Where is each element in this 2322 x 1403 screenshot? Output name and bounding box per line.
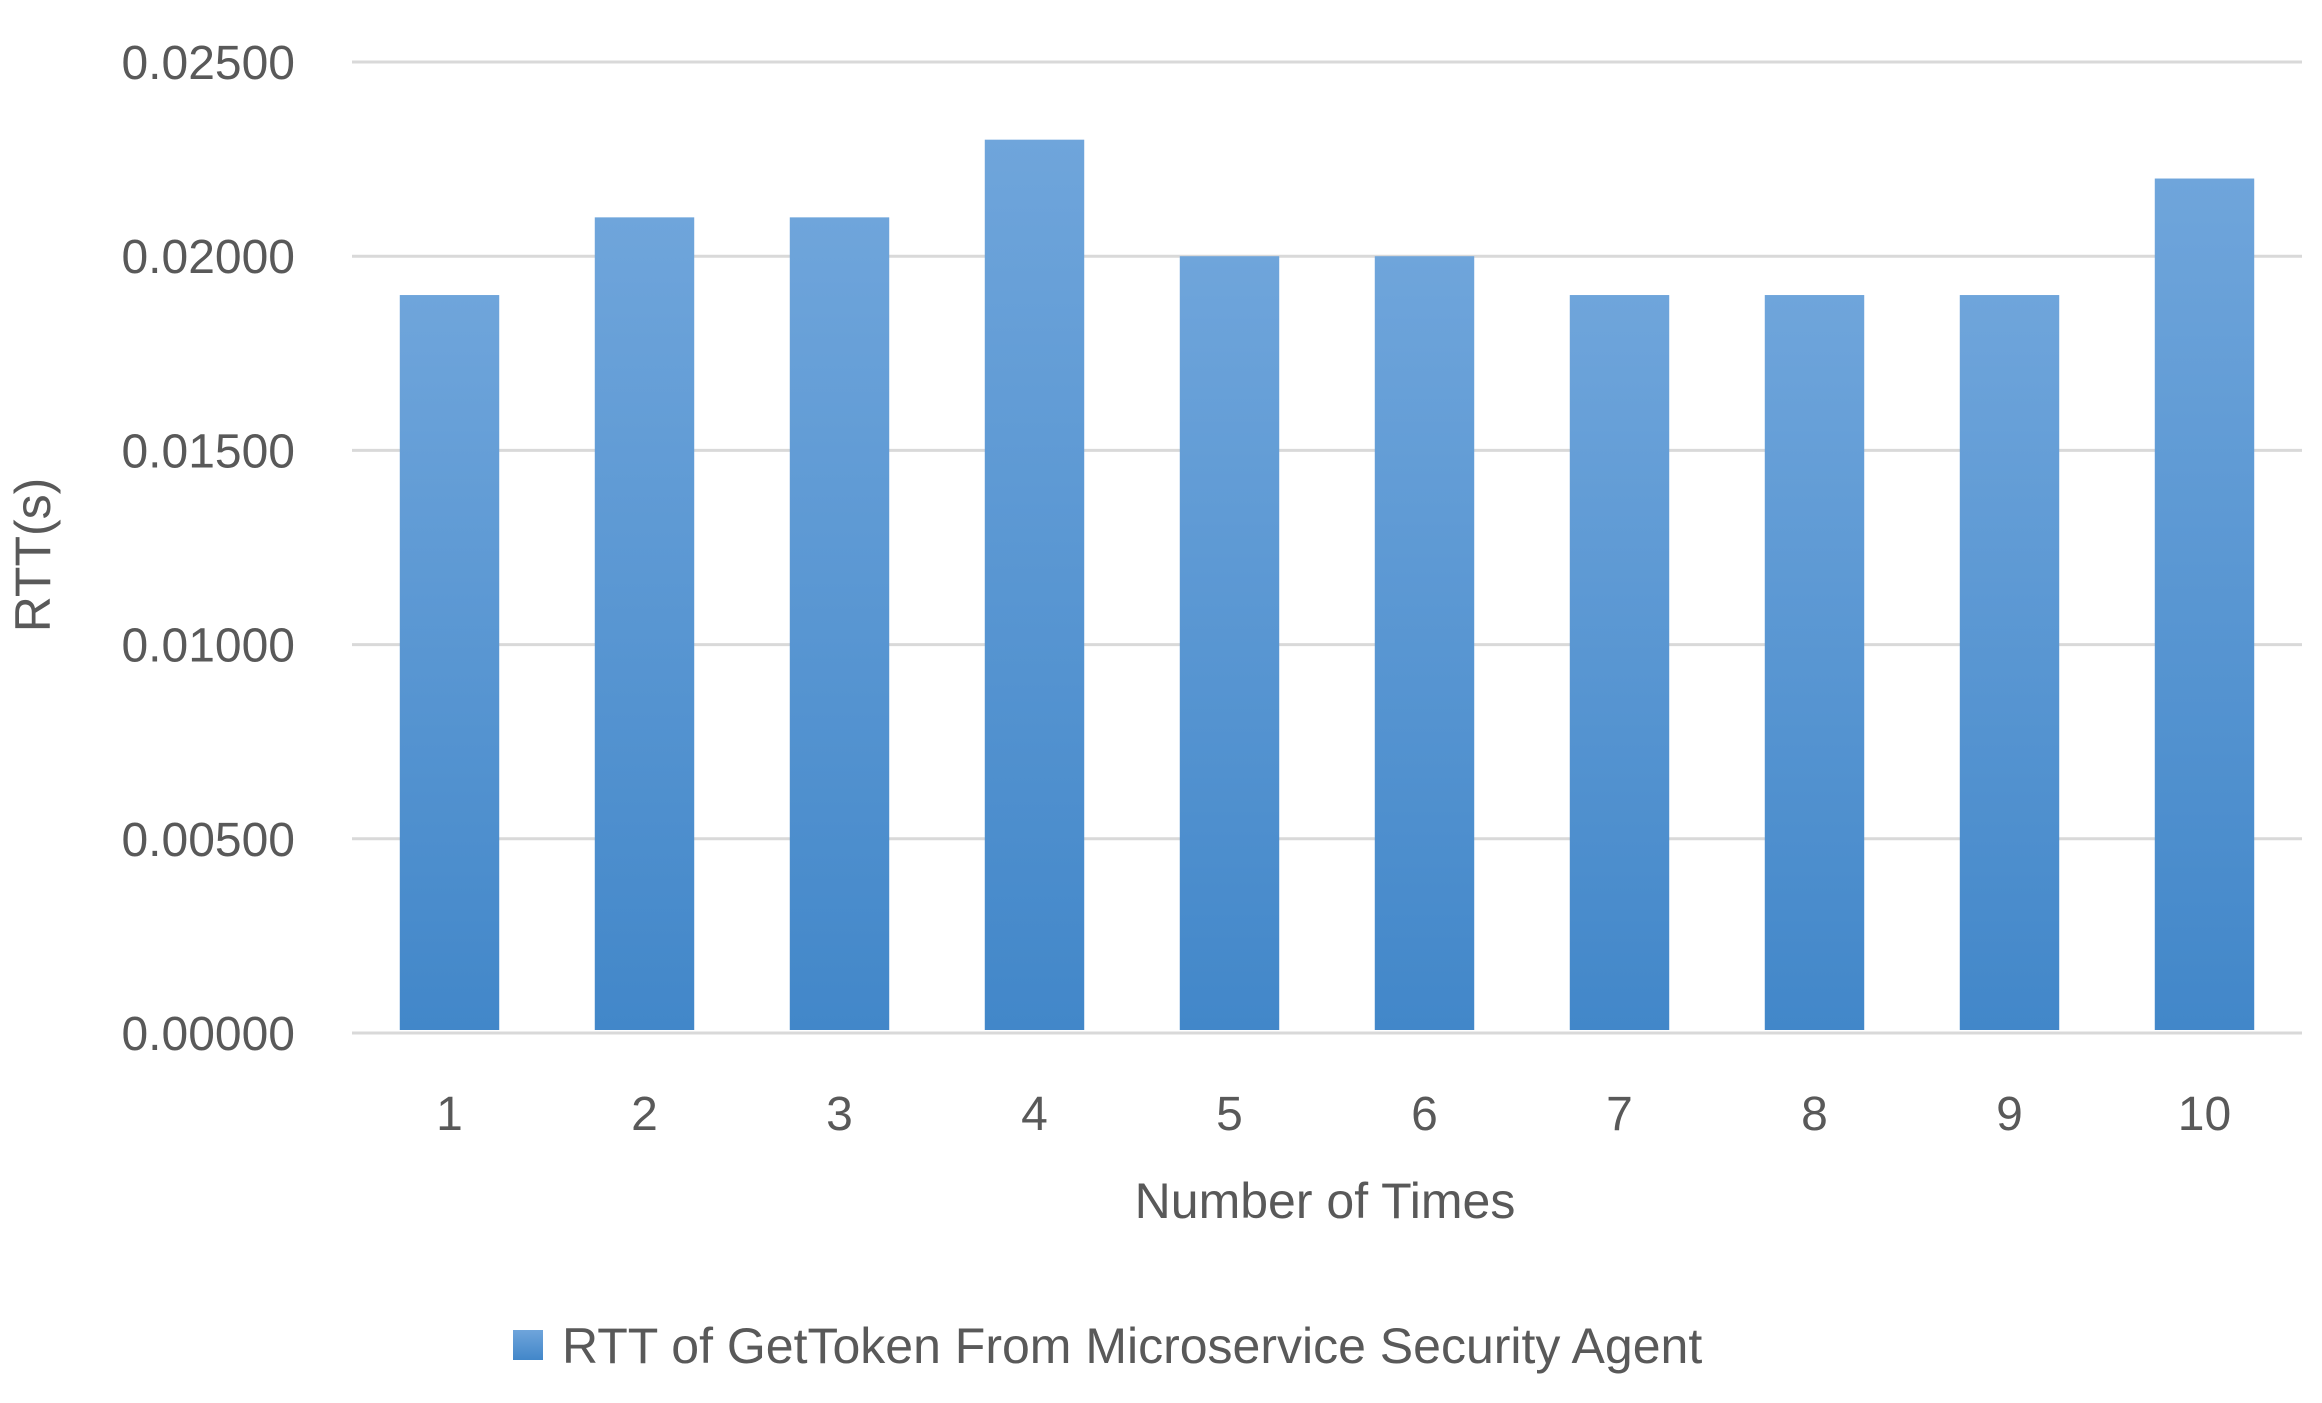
- y-axis-ticks: 0.00000 0.00500 0.01000 0.01500 0.02000 0.025…: [121, 37, 295, 1061]
- bar-6: [1374, 256, 1475, 1030]
- bar-2: [594, 217, 695, 1031]
- y-axis-title: RTT(s): [5, 478, 61, 633]
- bar-8: [1764, 295, 1865, 1030]
- y-tick-label: 0.02500: [121, 37, 295, 90]
- x-tick-label: 8: [1801, 1088, 1828, 1141]
- bar-5: [1179, 256, 1280, 1030]
- y-tick-label: 0.00000: [121, 1008, 295, 1061]
- legend: RTT of GetToken From Microservice Securi…: [513, 1318, 1702, 1374]
- y-tick-label: 0.01000: [121, 620, 295, 673]
- x-tick-label: 2: [631, 1088, 658, 1141]
- x-tick-label: 10: [2178, 1088, 2231, 1141]
- x-axis-ticks: 1 2 3 4 5 6 7 8 9 10: [436, 1088, 2231, 1141]
- x-tick-label: 9: [1996, 1088, 2023, 1141]
- x-tick-label: 1: [436, 1088, 463, 1141]
- y-tick-label: 0.00500: [121, 814, 295, 867]
- x-axis-title: Number of Times: [1135, 1173, 1516, 1229]
- x-tick-label: 6: [1411, 1088, 1438, 1141]
- bar-3: [789, 217, 890, 1031]
- x-tick-label: 7: [1606, 1088, 1633, 1141]
- bar-4: [984, 139, 1085, 1030]
- bar-1: [399, 295, 500, 1030]
- bar-7: [1569, 295, 1670, 1030]
- bars: [399, 139, 2255, 1031]
- y-tick-label: 0.02000: [121, 231, 295, 284]
- x-tick-label: 3: [826, 1088, 853, 1141]
- x-tick-label: 4: [1021, 1088, 1048, 1141]
- bar-9: [1959, 295, 2060, 1030]
- x-tick-label: 5: [1216, 1088, 1243, 1141]
- legend-swatch: [513, 1330, 543, 1360]
- y-tick-label: 0.01500: [121, 425, 295, 478]
- legend-label: RTT of GetToken From Microservice Securi…: [562, 1318, 1702, 1374]
- bar-10: [2154, 178, 2255, 1030]
